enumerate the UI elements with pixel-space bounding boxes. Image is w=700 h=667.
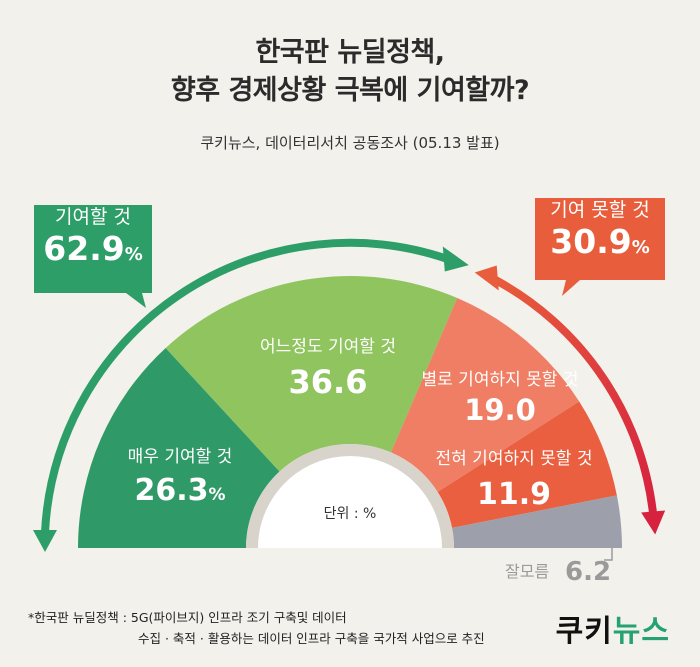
not-contribute-arrowhead-left: [474, 265, 499, 291]
contribute-arrowhead-down: [33, 530, 57, 552]
footnote: *한국판 뉴딜정책 : 5G(파이브지) 인프라 조기 구축및 데이터 수집 ·…: [28, 607, 485, 649]
callout-not-contribute-value-wrap: 30.9%: [535, 222, 665, 268]
callout-not-contribute: 기여 못할 것 30.9%: [535, 198, 665, 280]
chart-subtitle: 쿠키뉴스, 데이터리서치 공동조사 (05.13 발표): [200, 134, 500, 152]
segment-label-little: 별로 기여하지 못할 것: [422, 370, 579, 390]
segment-value-little: 19.0: [464, 393, 536, 427]
callout-not-contribute-label: 기여 못할 것: [550, 199, 650, 221]
unit-label: 단위 : %: [324, 506, 377, 522]
callout-not-contribute-unit: %: [631, 237, 650, 258]
dontknow-leader-line: [604, 548, 613, 561]
title-line-2: 향후 경제상황 극복에 기여할까?: [170, 75, 530, 106]
segment-very: [78, 347, 280, 548]
callout-contribute: 기여할 것 62.9%: [34, 205, 152, 293]
not-contribute-arc-arrow: [490, 274, 658, 515]
segment-little: [391, 298, 580, 492]
not-contribute-arrowhead-down: [641, 510, 666, 535]
chart-title: 한국판 뉴딜정책, 향후 경제상황 극복에 기여할까?: [0, 34, 700, 110]
brand-logo-part1: 쿠키: [555, 614, 613, 649]
segment-label-none: 전혀 기여하지 못할 것: [436, 449, 593, 469]
footnote-line-1: *한국판 뉴딜정책 : 5G(파이브지) 인프라 조기 구축및 데이터: [28, 610, 347, 625]
segment-value-dontknow: 6.2: [565, 557, 611, 587]
segment-none: [437, 401, 617, 528]
callout-contribute-unit: %: [124, 244, 143, 265]
segment-dontknow: [452, 495, 622, 548]
inner-disc: [258, 456, 442, 548]
segment-unit-very: %: [208, 485, 225, 505]
contribute-arrowhead-right: [442, 246, 469, 272]
callout-not-contribute-box: [535, 198, 665, 296]
brand-logo-part2: 뉴스: [612, 614, 670, 649]
callout-contribute-value: 62.9: [43, 229, 125, 268]
callout-contribute-box: [34, 205, 152, 308]
segment-label-somewhat: 어느정도 기여할 것: [260, 337, 396, 357]
segment-value-none: 11.9: [477, 477, 551, 512]
segment-label-very: 매우 기여할 것: [128, 447, 233, 467]
brand-logo: 쿠키뉴스: [556, 606, 670, 650]
title-line-1: 한국판 뉴딜정책,: [255, 37, 445, 68]
segment-somewhat: [165, 275, 458, 472]
footnote-line-2: 수집 · 축적 · 활용하는 데이터 인프라 구축을 국가적 사업으로 추진: [138, 631, 485, 646]
callout-contribute-label: 기여할 것: [55, 206, 131, 228]
segment-value-somewhat: 36.6: [289, 363, 368, 401]
callout-contribute-value-wrap: 62.9%: [34, 229, 152, 275]
contribute-arc-arrow: [41, 238, 451, 533]
segment-label-dontknow: 잘모름: [505, 562, 549, 581]
callout-not-contribute-value: 30.9: [550, 222, 632, 261]
